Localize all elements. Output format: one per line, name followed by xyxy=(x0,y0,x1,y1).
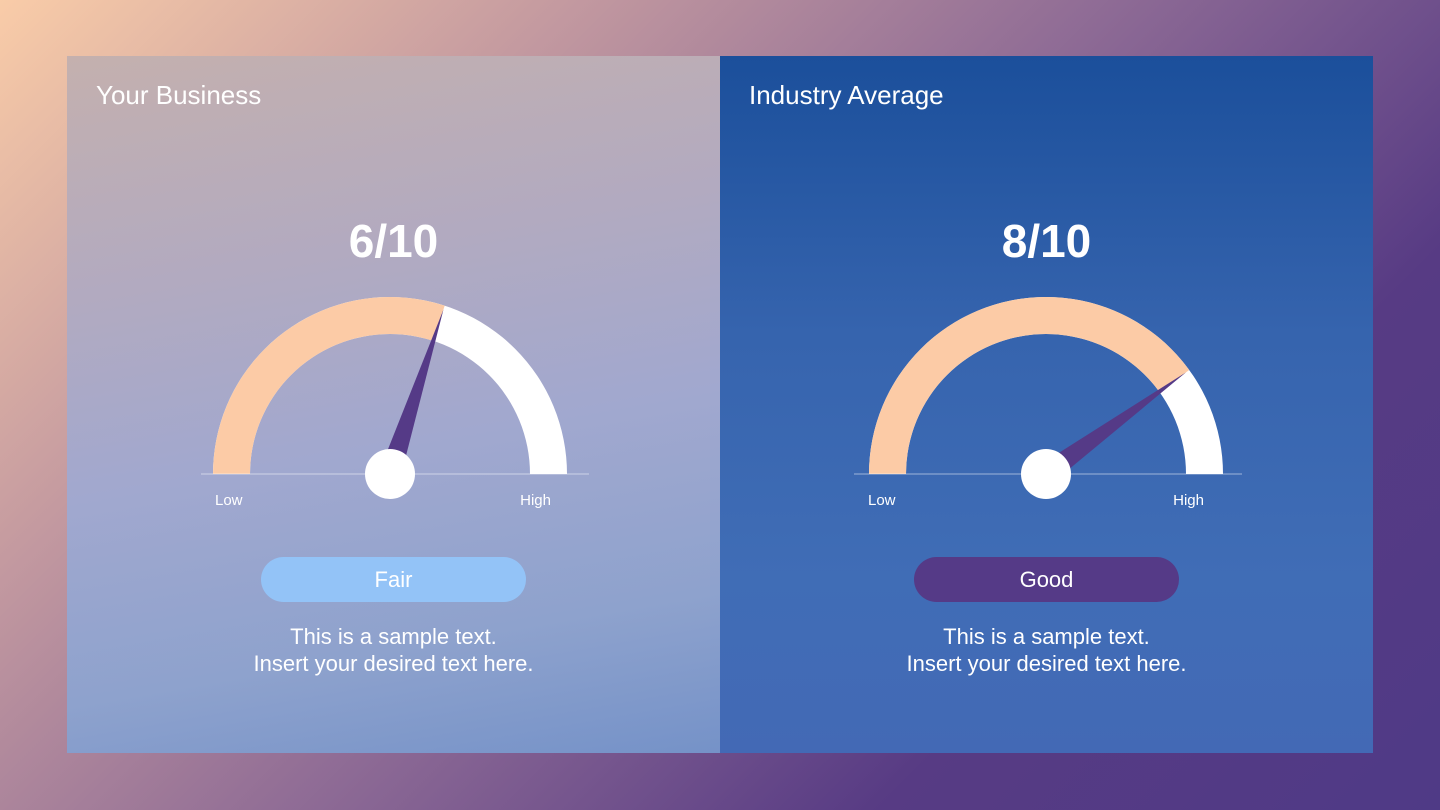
gauge-hub xyxy=(365,449,415,499)
gauge-graphic xyxy=(201,296,589,499)
rating-badge: Good xyxy=(914,557,1179,602)
panel-title: Industry Average xyxy=(749,80,944,110)
gauge-high-label: High xyxy=(1173,492,1204,509)
description-line-1: This is a sample text. xyxy=(290,624,497,649)
rating-badge: Fair xyxy=(261,557,526,602)
gauge-fill xyxy=(869,297,1190,474)
gauge-needle xyxy=(379,309,444,478)
description-line-1: This is a sample text. xyxy=(943,624,1150,649)
panel-title: Your Business xyxy=(96,80,262,110)
description: This is a sample text. Insert your desir… xyxy=(720,623,1373,677)
gauge-needle xyxy=(1039,372,1186,483)
gauge: Low High xyxy=(846,286,1246,516)
description-line-2: Insert your desired text here. xyxy=(906,651,1187,676)
gauge: Low High xyxy=(193,286,593,516)
gauge-hub xyxy=(1021,449,1071,499)
description: This is a sample text. Insert your desir… xyxy=(67,623,720,677)
gauge-fill xyxy=(213,297,445,474)
description-line-2: Insert your desired text here. xyxy=(253,651,534,676)
score-value: 8/10 xyxy=(1001,215,1092,267)
panel-industry-average: Industry Average 8/10 Low High Good This… xyxy=(720,56,1373,753)
score-value: 6/10 xyxy=(348,215,439,267)
gauge-low-label: Low xyxy=(215,492,243,509)
panel-your-business: Your Business 6/10 Low High Fair This is… xyxy=(67,56,720,753)
gauge-high-label: High xyxy=(520,492,551,509)
gauge-low-label: Low xyxy=(868,492,896,509)
gauge-graphic xyxy=(854,296,1242,499)
